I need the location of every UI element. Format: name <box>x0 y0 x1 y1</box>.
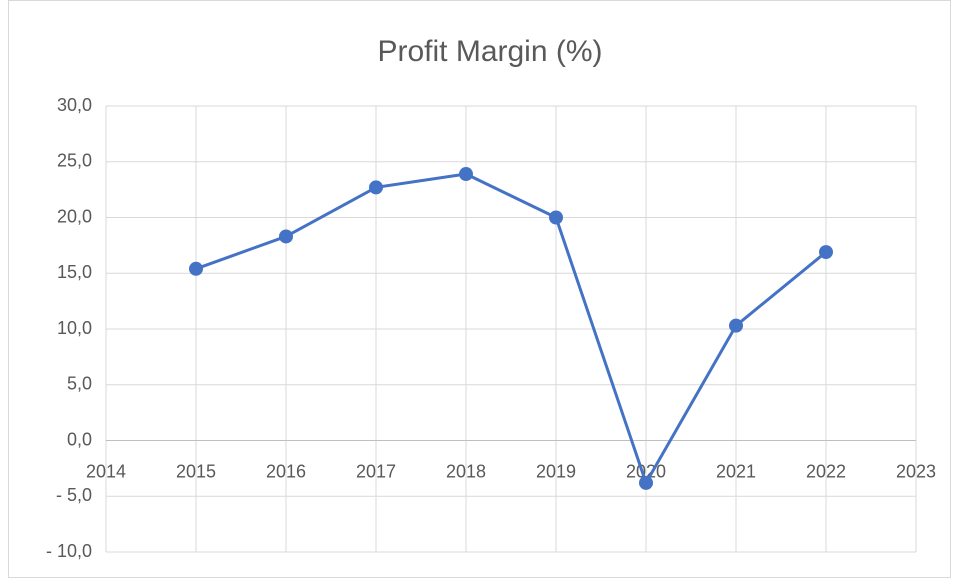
x-tick-label: 2016 <box>266 461 306 481</box>
data-line <box>195 172 827 485</box>
data-point <box>819 245 833 260</box>
x-tick-label: 2021 <box>716 461 756 481</box>
data-point <box>549 210 563 225</box>
data-point <box>189 261 203 276</box>
data-point <box>459 167 473 182</box>
data-point <box>729 318 743 333</box>
x-tick-label: 2015 <box>176 461 216 481</box>
y-tick-label: 15,0 <box>57 262 92 282</box>
y-tick-label: - 10,0 <box>46 541 92 561</box>
x-tick-label: 2018 <box>446 461 486 481</box>
x-tick-label: 2017 <box>356 461 396 481</box>
y-tick-label: 25,0 <box>57 151 92 171</box>
chart-title: Profit Margin (%) <box>377 35 602 68</box>
y-tick-label: 10,0 <box>57 318 92 338</box>
y-tick-label: 0,0 <box>67 429 92 449</box>
x-tick-label: 2014 <box>86 461 126 481</box>
data-point <box>639 475 653 490</box>
x-tick-label: 2019 <box>536 461 576 481</box>
y-tick-label: - 5,0 <box>56 485 92 505</box>
data-point <box>279 229 293 244</box>
y-tick-label: 5,0 <box>67 374 92 394</box>
chart-frame <box>8 0 951 578</box>
x-tick-label: 2022 <box>806 461 846 481</box>
y-tick-label: 20,0 <box>57 206 92 226</box>
y-tick-label: 30,0 <box>57 95 92 115</box>
x-tick-label: 2023 <box>896 461 936 481</box>
data-point <box>369 180 383 195</box>
